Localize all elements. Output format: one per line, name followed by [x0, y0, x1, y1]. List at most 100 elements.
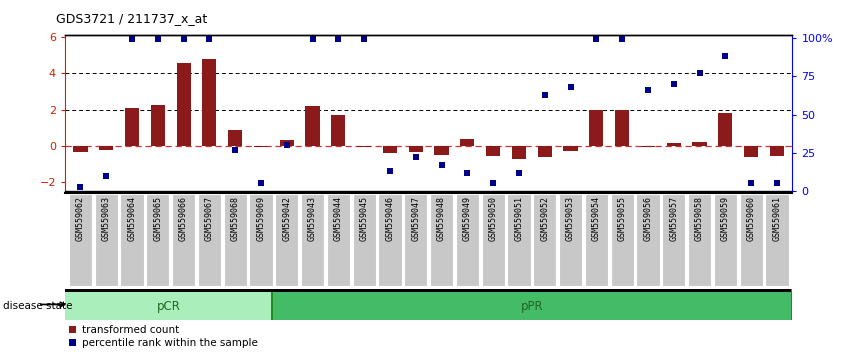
Text: GSM559045: GSM559045 — [359, 196, 369, 241]
Point — [125, 37, 139, 42]
FancyBboxPatch shape — [326, 194, 350, 286]
Text: GSM559042: GSM559042 — [282, 196, 291, 241]
Text: disease state: disease state — [3, 301, 73, 312]
Text: GSM559050: GSM559050 — [488, 196, 498, 241]
Text: GSM559066: GSM559066 — [179, 196, 188, 241]
Text: GSM559062: GSM559062 — [76, 196, 85, 241]
Text: GSM559057: GSM559057 — [669, 196, 678, 241]
Point — [435, 162, 449, 168]
Bar — [151, 105, 165, 146]
FancyBboxPatch shape — [172, 194, 195, 286]
Point — [409, 155, 423, 160]
Bar — [203, 59, 216, 146]
Point — [229, 147, 242, 153]
Bar — [641, 146, 655, 147]
FancyBboxPatch shape — [637, 194, 660, 286]
Bar — [357, 146, 372, 147]
Text: GSM559047: GSM559047 — [411, 196, 420, 241]
Text: GSM559048: GSM559048 — [437, 196, 446, 241]
Text: GSM559064: GSM559064 — [127, 196, 137, 241]
Bar — [512, 146, 526, 159]
Bar — [791, 289, 792, 320]
FancyBboxPatch shape — [533, 194, 556, 286]
FancyBboxPatch shape — [688, 194, 711, 286]
Text: GSM559054: GSM559054 — [591, 196, 601, 241]
Point — [177, 37, 191, 42]
Bar — [744, 146, 759, 157]
Bar — [693, 142, 707, 146]
Point — [332, 37, 346, 42]
FancyBboxPatch shape — [146, 194, 170, 286]
Point — [74, 184, 87, 189]
Text: pCR: pCR — [157, 300, 181, 313]
Point — [280, 142, 294, 148]
Text: GSM559046: GSM559046 — [385, 196, 395, 241]
Bar — [99, 146, 113, 150]
Text: GSM559061: GSM559061 — [772, 196, 781, 241]
FancyBboxPatch shape — [301, 194, 324, 286]
Point — [383, 169, 397, 174]
FancyBboxPatch shape — [249, 194, 273, 286]
FancyBboxPatch shape — [507, 194, 531, 286]
Bar — [460, 139, 475, 146]
Point — [203, 37, 216, 42]
FancyBboxPatch shape — [404, 194, 428, 286]
Point — [667, 81, 681, 87]
Point — [512, 170, 526, 176]
Text: GSM559069: GSM559069 — [256, 196, 266, 241]
FancyBboxPatch shape — [223, 194, 247, 286]
Point — [151, 37, 165, 42]
Text: GSM559067: GSM559067 — [205, 196, 214, 241]
Bar — [383, 146, 397, 153]
Text: GSM559060: GSM559060 — [746, 196, 756, 241]
Text: GDS3721 / 211737_x_at: GDS3721 / 211737_x_at — [56, 12, 208, 25]
Bar — [538, 146, 552, 157]
Text: GSM559065: GSM559065 — [153, 196, 162, 241]
Point — [461, 170, 475, 176]
Point — [744, 181, 758, 186]
Bar — [65, 289, 792, 292]
Bar — [770, 146, 784, 156]
Point — [719, 53, 733, 59]
Point — [770, 181, 784, 186]
FancyBboxPatch shape — [766, 194, 789, 286]
Text: pPR: pPR — [521, 300, 544, 313]
Bar — [667, 143, 681, 146]
Bar — [718, 113, 733, 146]
Text: GSM559049: GSM559049 — [462, 196, 472, 241]
FancyBboxPatch shape — [481, 194, 505, 286]
Text: GSM559043: GSM559043 — [308, 196, 317, 241]
Bar — [272, 292, 274, 320]
FancyBboxPatch shape — [120, 194, 144, 286]
Bar — [409, 146, 423, 152]
FancyBboxPatch shape — [559, 194, 582, 286]
Bar — [228, 131, 242, 146]
Bar — [486, 146, 501, 156]
Point — [254, 181, 268, 186]
FancyBboxPatch shape — [275, 194, 299, 286]
FancyBboxPatch shape — [585, 194, 608, 286]
Text: GSM559056: GSM559056 — [643, 196, 652, 241]
Bar — [435, 146, 449, 155]
FancyBboxPatch shape — [740, 194, 763, 286]
Point — [590, 37, 604, 42]
Bar — [177, 63, 191, 146]
Text: GSM559063: GSM559063 — [101, 196, 111, 241]
Bar — [589, 110, 604, 146]
Bar — [615, 110, 630, 146]
Point — [100, 173, 113, 179]
Legend: transformed count, percentile rank within the sample: transformed count, percentile rank withi… — [65, 321, 262, 352]
Text: GSM559051: GSM559051 — [514, 196, 523, 241]
FancyBboxPatch shape — [94, 194, 118, 286]
Bar — [332, 115, 346, 146]
FancyBboxPatch shape — [378, 194, 402, 286]
FancyBboxPatch shape — [430, 194, 453, 286]
FancyBboxPatch shape — [352, 194, 376, 286]
Text: GSM559044: GSM559044 — [334, 196, 343, 241]
Point — [306, 37, 320, 42]
Point — [358, 37, 372, 42]
Text: GSM559058: GSM559058 — [695, 196, 704, 241]
FancyBboxPatch shape — [68, 194, 92, 286]
Point — [615, 37, 629, 42]
Bar — [125, 108, 139, 146]
